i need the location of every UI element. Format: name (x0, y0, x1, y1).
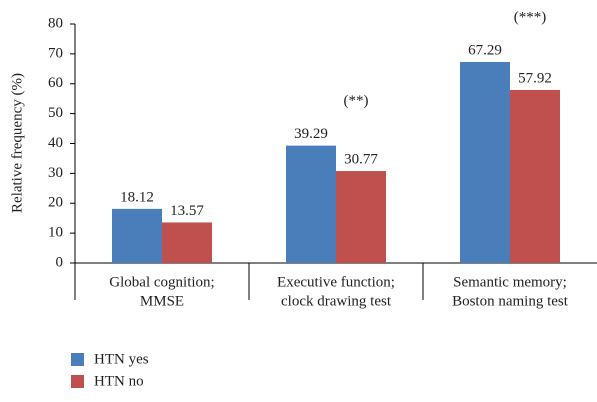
y-tick-label: 60 (48, 75, 63, 91)
bar (112, 208, 162, 263)
bar (510, 89, 560, 264)
legend-label: HTN no (94, 373, 144, 389)
y-tick-label: 20 (48, 195, 63, 211)
x-tick-label: Boston naming test (452, 293, 569, 309)
data-label: 13.57 (170, 203, 204, 219)
y-axis-label: Relative frequency (%) (9, 73, 25, 213)
y-tick-label: 40 (48, 135, 63, 151)
data-label: 18.12 (120, 189, 154, 205)
annotation: (**) (344, 93, 369, 109)
y-tick-label: 70 (48, 45, 63, 61)
x-tick-label: MMSE (140, 293, 184, 309)
legend-label: HTN yes (94, 351, 149, 367)
data-label: 57.92 (518, 70, 552, 86)
y-tick-label: 30 (48, 165, 63, 181)
y-tick-label: 0 (56, 254, 64, 270)
data-label: 39.29 (294, 126, 328, 142)
x-tick-label: clock drawing test (281, 293, 392, 309)
data-label: 30.77 (344, 152, 378, 168)
legend-swatch (71, 353, 84, 366)
annotation: (***) (514, 9, 547, 25)
bar (336, 171, 386, 263)
x-tick-label: Semantic memory; (453, 274, 567, 290)
bar (460, 61, 510, 263)
legend-swatch (71, 375, 84, 388)
x-tick-label: Executive function; (277, 274, 395, 290)
bar (286, 145, 336, 263)
data-label: 67.29 (468, 42, 502, 58)
x-tick-label: Global cognition; (109, 274, 214, 290)
bar (162, 222, 212, 263)
y-tick-label: 80 (48, 15, 63, 31)
y-tick-label: 50 (48, 105, 63, 121)
y-tick-label: 10 (48, 225, 63, 241)
